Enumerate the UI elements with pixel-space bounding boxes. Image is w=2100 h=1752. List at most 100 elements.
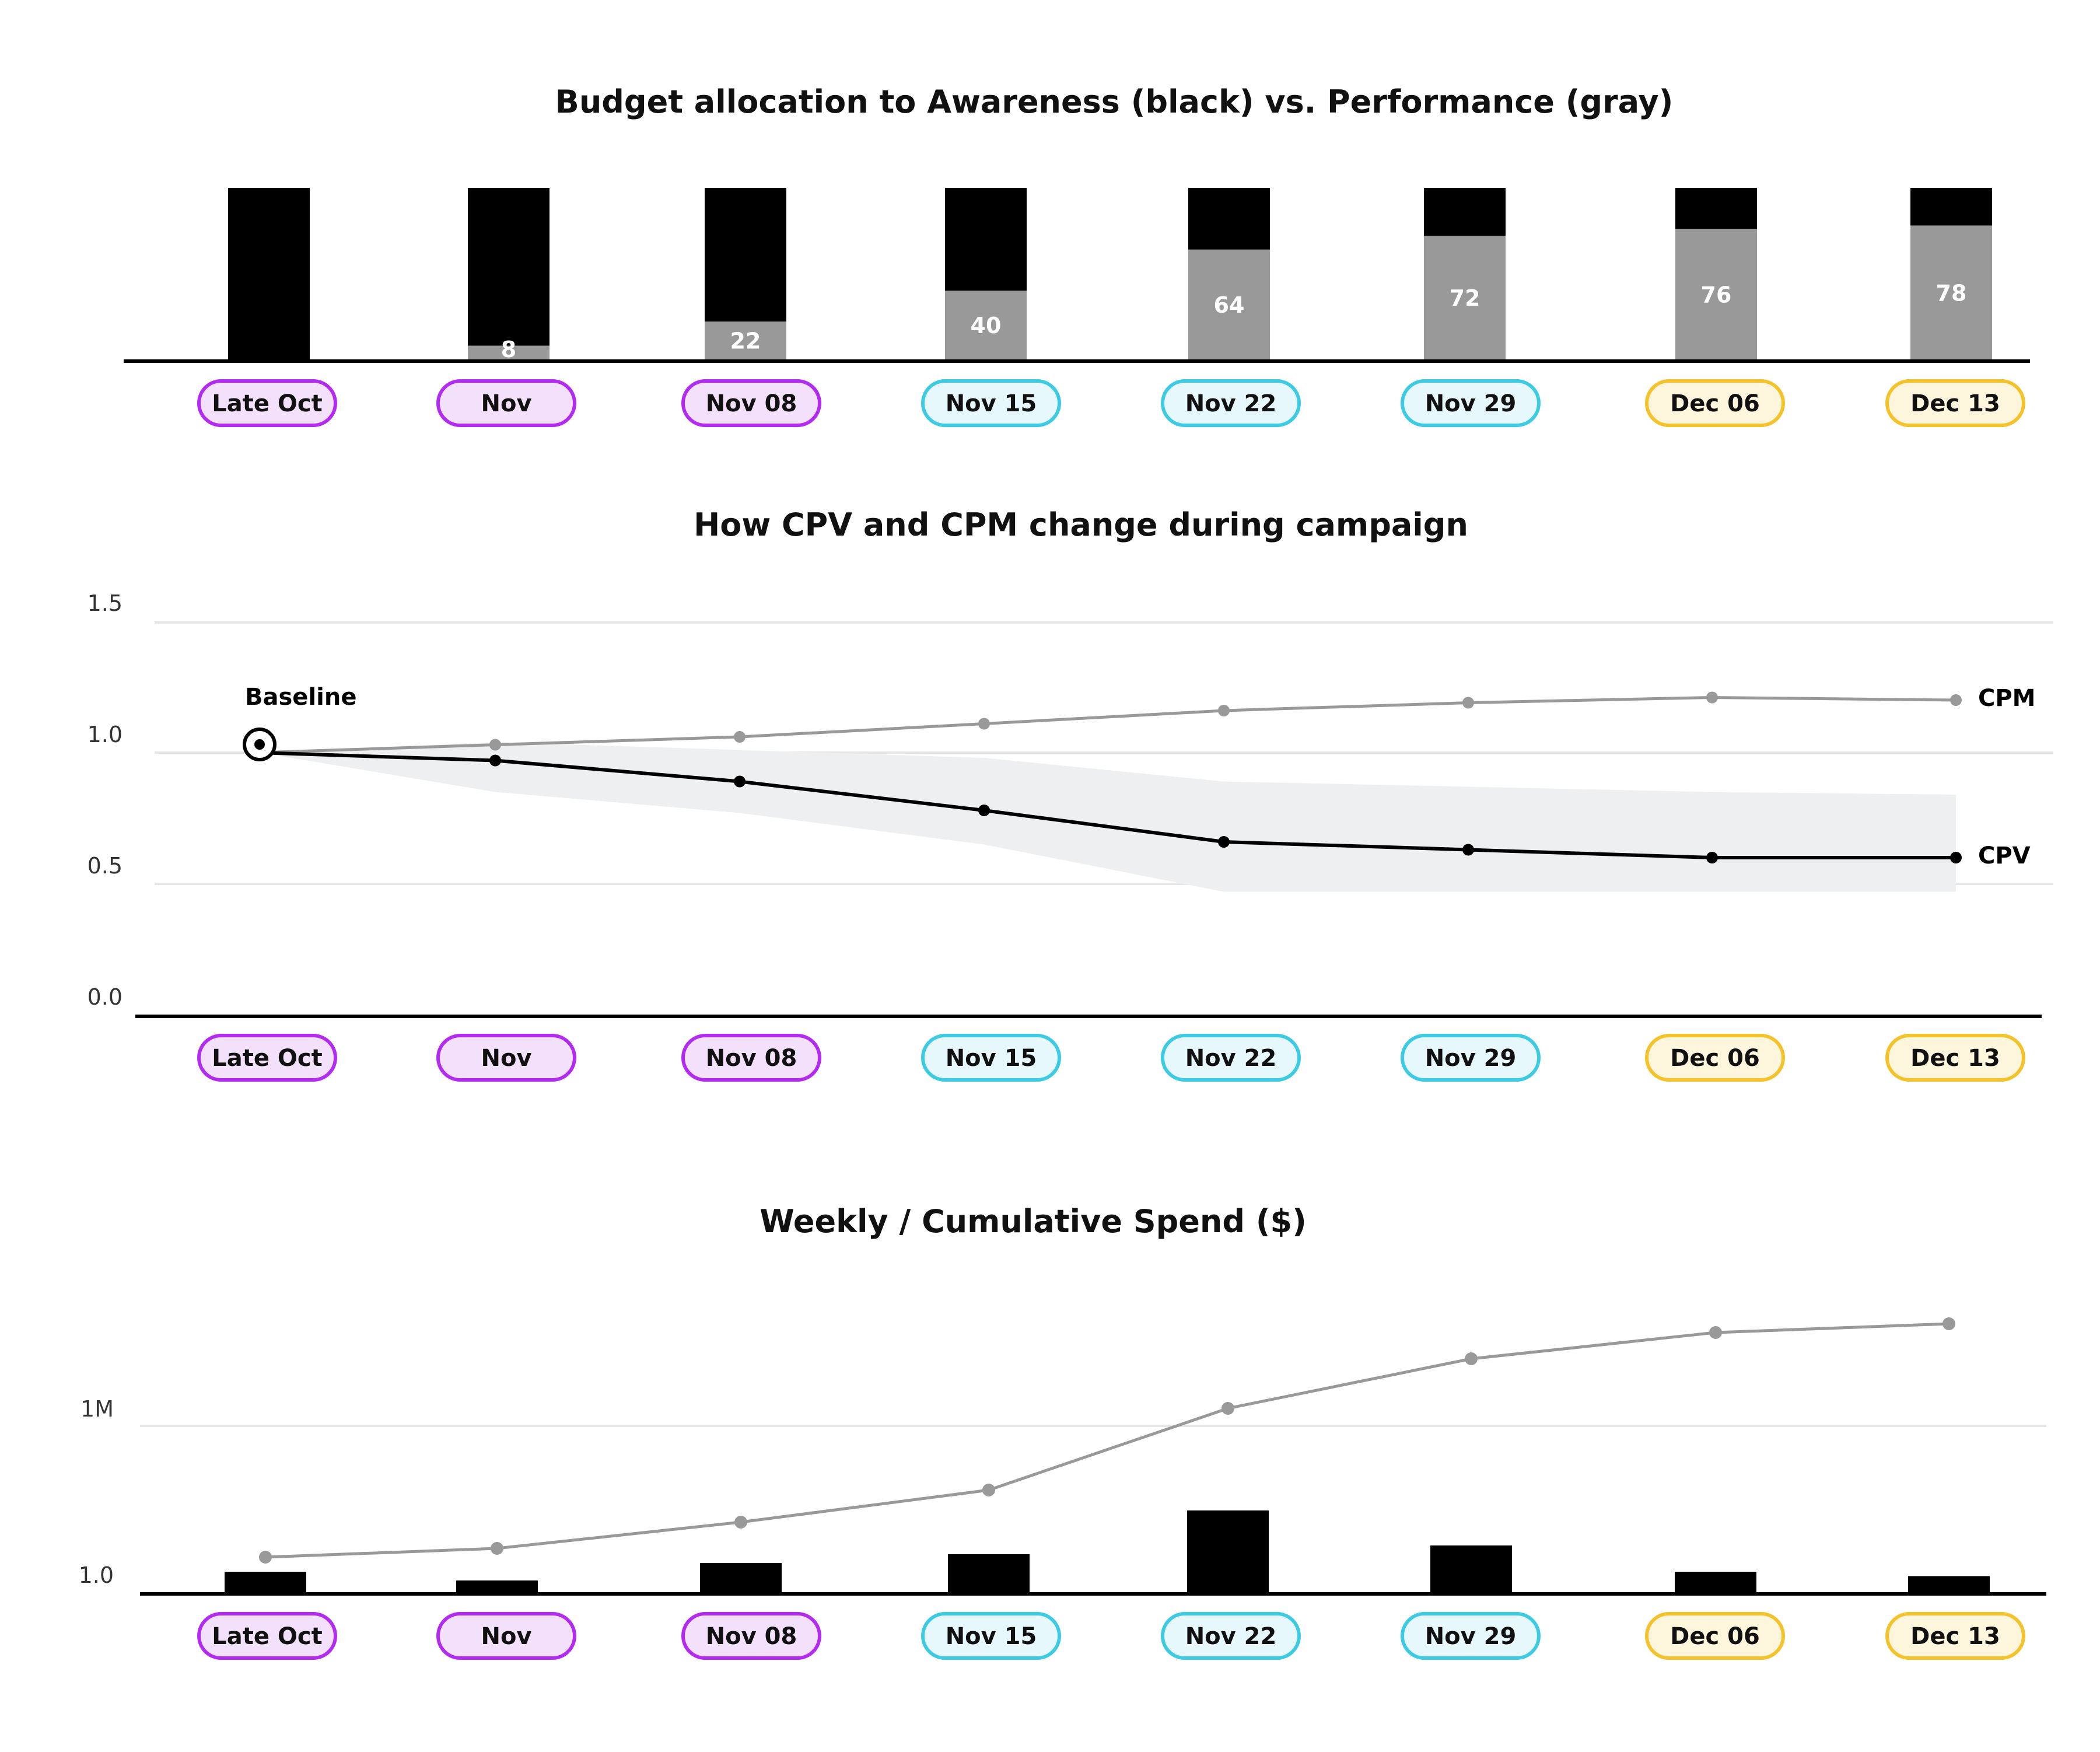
performance-value-label: 8 [501,337,516,362]
spend-pill-dec-06: Dec 06 [1645,1612,1785,1660]
cpv-cpm-pill-late-oct: Late Oct [197,1034,337,1082]
cpv-cpm-pill-dec-06: Dec 06 [1645,1034,1785,1082]
spend-pill-label: Dec 06 [1670,1623,1760,1650]
baseline-marker: Baseline [243,684,356,761]
performance-value-label: 72 [1450,285,1480,311]
budget-pill-nov: Nov [436,379,576,427]
budget-pill-box [197,379,337,427]
performance-bar-nov-22 [1188,249,1270,359]
spend-pill-box [1885,1612,2025,1660]
weekly-spend-bar-nov-08 [700,1563,782,1592]
cpm-point-nov-22 [1218,705,1230,716]
performance-value-label: 76 [1701,282,1732,307]
performance-value-label: 78 [1936,280,1967,306]
spend-pill-label: Late Oct [212,1623,323,1650]
budget-pill-box [1161,379,1301,427]
cumulative-point-nov-08 [734,1516,747,1529]
spend-pill-label: Nov 08 [706,1623,797,1650]
budget-pill-box [436,379,576,427]
cpv-cpm-pill-box [197,1034,337,1082]
cpv-cpm-pill-box [921,1034,1061,1082]
performance-bar-dec-06 [1675,229,1757,359]
awareness-bar-nov-15 [945,188,1027,291]
cumulative-spend-line [259,1317,1955,1564]
cpv-cpm-pill-dec-13: Dec 13 [1885,1034,2025,1082]
cumulative-point-nov-22 [1222,1402,1234,1415]
cpm-line [259,695,1957,754]
cpv-cpm-pill-box [1161,1034,1301,1082]
spend-pill-box [1401,1612,1541,1660]
cpv-cpm-pill-label: Nov 08 [706,1045,797,1072]
y-tick-label: 1.0 [79,1562,114,1588]
budget-bars: 8 22 40 64 72 76 78 [228,188,1992,362]
performance-bar-dec-13 [1910,225,1992,359]
cpm-point-nov-08 [734,731,746,743]
cpv-cpm-pill-label: Nov 22 [1185,1045,1277,1072]
cpv-cpm-pill-box [1401,1034,1541,1082]
budget-pill-label: Nov 15 [946,390,1037,417]
budget-pill-label: Dec 13 [1910,390,2000,417]
budget-pill-dec-06: Dec 06 [1645,379,1785,427]
budget-pill-late-oct: Late Oct [197,379,337,427]
spend-pill-box [1645,1612,1785,1660]
budget-pill-nov-22: Nov 22 [1161,379,1301,427]
spend-chart-title: Weekly / Cumulative Spend ($) [760,1203,1307,1240]
cpm-point-nov-15 [978,718,990,730]
cpv-range-band [260,742,1956,892]
budget-pill-nov-29: Nov 29 [1401,379,1541,427]
performance-value-label: 22 [730,328,761,354]
awareness-bar-nov-08 [705,188,786,322]
budget-chart-title: Budget allocation to Awareness (black) v… [555,83,1674,120]
cpv-cpm-pill-nov: Nov [436,1034,576,1082]
cpv-cpm-pill-label: Late Oct [212,1045,323,1072]
weekly-spend-bar-dec-13 [1908,1576,1990,1592]
spend-pill-box [436,1612,576,1660]
budget-pill-box [1401,379,1541,427]
cpm-point-dec-06 [1706,691,1718,704]
budget-pill-label: Nov 22 [1185,390,1277,417]
cpv-cpm-pill-nov-15: Nov 15 [921,1034,1061,1082]
cpv-cpm-pill-label: Nov [481,1045,531,1072]
y-tick-label: 1M [80,1396,114,1422]
y-tick-label: 0.5 [88,853,123,879]
spend-pill-nov: Nov [436,1612,576,1660]
spend-period-pills: Late Oct Nov Nov 08 Nov 15 Nov 22 Nov 29 Dec 0… [197,1612,2025,1660]
cpv-series-label: CPV [1978,842,2031,869]
spend-pill-nov-15: Nov 15 [921,1612,1061,1660]
cpv-point-nov [489,754,501,767]
cumulative-spend-path [265,1322,1950,1559]
cpv-cpm-chart-title: How CPV and CPM change during campaign [694,506,1468,543]
cpv-point-nov-08 [734,775,746,788]
budget-pill-label: Late Oct [212,390,323,417]
cumulative-point-dec-06 [1709,1326,1722,1339]
cpv-cpm-pill-box [1645,1034,1785,1082]
spend-pill-label: Nov 22 [1185,1623,1277,1650]
spend-pill-box [921,1612,1061,1660]
cpm-point-dec-13 [1950,694,1962,706]
baseline-dot [254,739,265,750]
budget-pill-nov-15: Nov 15 [921,379,1061,427]
cpv-cpm-pill-nov-22: Nov 22 [1161,1034,1301,1082]
spend-pill-label: Nov 15 [946,1623,1037,1650]
spend-pill-box [197,1612,337,1660]
budget-pill-label: Nov 08 [706,390,797,417]
awareness-bar-dec-13 [1910,188,1992,226]
budget-pill-label: Dec 06 [1670,390,1760,417]
spend-pill-nov-22: Nov 22 [1161,1612,1301,1660]
weekly-spend-bar-nov-22 [1187,1510,1269,1592]
y-tick-label: 0.0 [88,984,123,1010]
budget-pill-box [1885,379,2025,427]
y-tick-label: 1.0 [88,722,123,747]
spend-pill-nov-29: Nov 29 [1401,1612,1541,1660]
budget-pill-label: Nov 29 [1425,390,1517,417]
cpv-cpm-pill-label: Nov 29 [1425,1045,1517,1072]
y-tick-label: 1.5 [88,590,123,616]
awareness-bar-dec-06 [1675,188,1757,229]
spend-pill-label: Nov 29 [1425,1623,1517,1650]
spend-pill-nov-08: Nov 08 [681,1612,821,1660]
cpv-line [259,751,1956,859]
cpv-cpm-pill-box [681,1034,821,1082]
spend-pill-box [1161,1612,1301,1660]
cpm-point-nov [489,739,501,751]
cpv-cpm-pill-box [1885,1034,2025,1082]
